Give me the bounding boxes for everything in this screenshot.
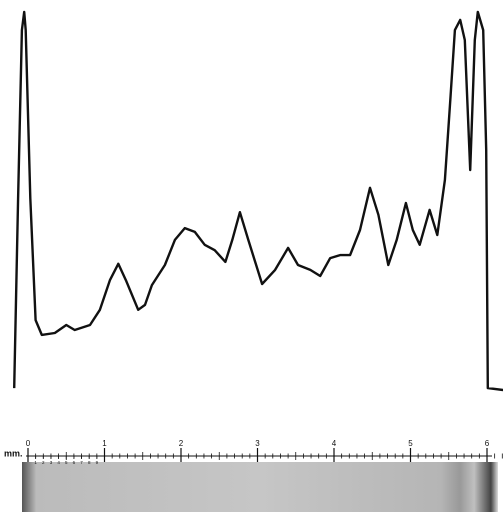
x-minor-tick-label: 5 [65,460,68,465]
x-minor-tick-label: 3 [50,460,53,465]
x-minor-tick-label: 2 [42,460,45,465]
x-tick-label: 1 [102,439,107,448]
x-tick-label: 6 [485,439,490,448]
x-minor-tick-label: 1 [34,460,37,465]
x-minor-tick-label: 6 [73,460,76,465]
x-tick-label: 0 [26,439,31,448]
gel-strip [22,462,498,512]
x-minor-tick-label: 7 [80,460,83,465]
x-tick-label: 4 [332,439,337,448]
x-tick-label: 5 [408,439,413,448]
x-minor-tick-label: 4 [57,460,60,465]
x-minor-tick-label: 8 [88,460,91,465]
x-minor-tick-label: 9 [96,460,99,465]
x-axis-label: mm. [4,448,23,458]
x-tick-label: 3 [255,439,260,448]
x-tick-label: 2 [179,439,184,448]
trace-line [13,10,503,392]
